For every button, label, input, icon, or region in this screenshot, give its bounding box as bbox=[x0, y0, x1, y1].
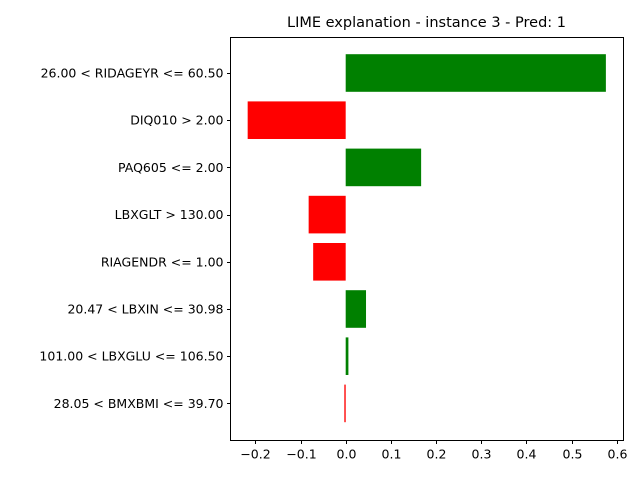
x-tick-label: 0.2 bbox=[427, 447, 447, 462]
plot-frame bbox=[230, 37, 624, 441]
category-label: 28.05 < BMXBMI <= 39.70 bbox=[54, 396, 224, 411]
bar-6 bbox=[345, 337, 349, 375]
bar-5 bbox=[345, 290, 367, 328]
category-label: RIAGENDR <= 1.00 bbox=[101, 254, 224, 269]
x-tick-label: 0.1 bbox=[382, 447, 402, 462]
x-tick-label: 0.3 bbox=[472, 447, 492, 462]
bar-1 bbox=[247, 101, 346, 139]
category-label: PAQ605 <= 2.00 bbox=[118, 160, 224, 175]
category-labels: 26.00 < RIDAGEYR <= 60.50 DIQ010 > 2.00 PA… bbox=[39, 66, 231, 411]
x-axis-ticks: −0.2 −0.1 0.0 0.1 0.2 0.3 0.4 0.5 0.6 bbox=[240, 440, 628, 462]
bar-0 bbox=[345, 54, 606, 92]
bar-4 bbox=[313, 243, 346, 281]
x-tick-label: 0.4 bbox=[517, 447, 537, 462]
category-label: 26.00 < RIDAGEYR <= 60.50 bbox=[41, 66, 224, 81]
x-tick-label: 0.5 bbox=[563, 447, 583, 462]
category-label: DIQ010 > 2.00 bbox=[130, 113, 223, 128]
x-tick-label: −0.1 bbox=[286, 447, 316, 462]
chart-title: LIME explanation - instance 3 - Pred: 1 bbox=[287, 15, 566, 31]
category-label: 101.00 < LBXGLU <= 106.50 bbox=[39, 349, 223, 364]
bar-7 bbox=[344, 384, 346, 423]
x-tick-label: 0.0 bbox=[337, 447, 357, 462]
x-tick-label: 0.6 bbox=[608, 447, 628, 462]
bar-2 bbox=[345, 148, 422, 187]
bar-3 bbox=[308, 195, 346, 234]
x-tick-label: −0.2 bbox=[240, 447, 270, 462]
category-label: LBXGLT > 130.00 bbox=[115, 207, 224, 222]
category-label: 20.47 < LBXIN <= 30.98 bbox=[67, 302, 223, 317]
bars-group bbox=[247, 54, 606, 423]
